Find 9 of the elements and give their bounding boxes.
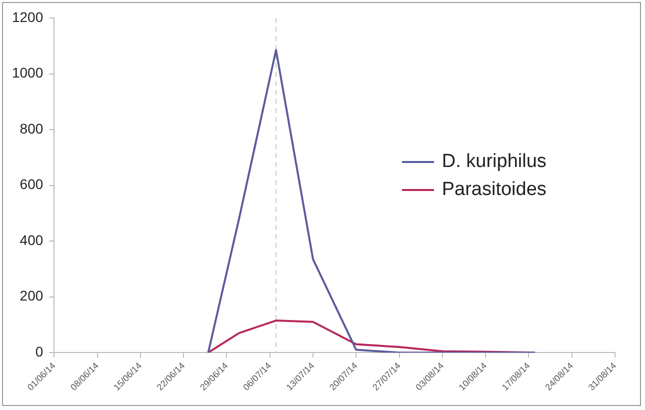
y-tick-label: 400 — [20, 232, 44, 248]
legend-label: Parasitoides — [442, 179, 546, 202]
y-tick-label: 800 — [20, 120, 44, 136]
y-tick-label: 200 — [20, 288, 44, 304]
y-tick-label: 1000 — [12, 64, 44, 81]
y-tick-label: 600 — [20, 176, 44, 192]
y-tick-label: 0 — [35, 343, 44, 360]
y-tick-label: 1200 — [12, 8, 44, 25]
legend-label: D. kuriphilus — [442, 151, 546, 174]
